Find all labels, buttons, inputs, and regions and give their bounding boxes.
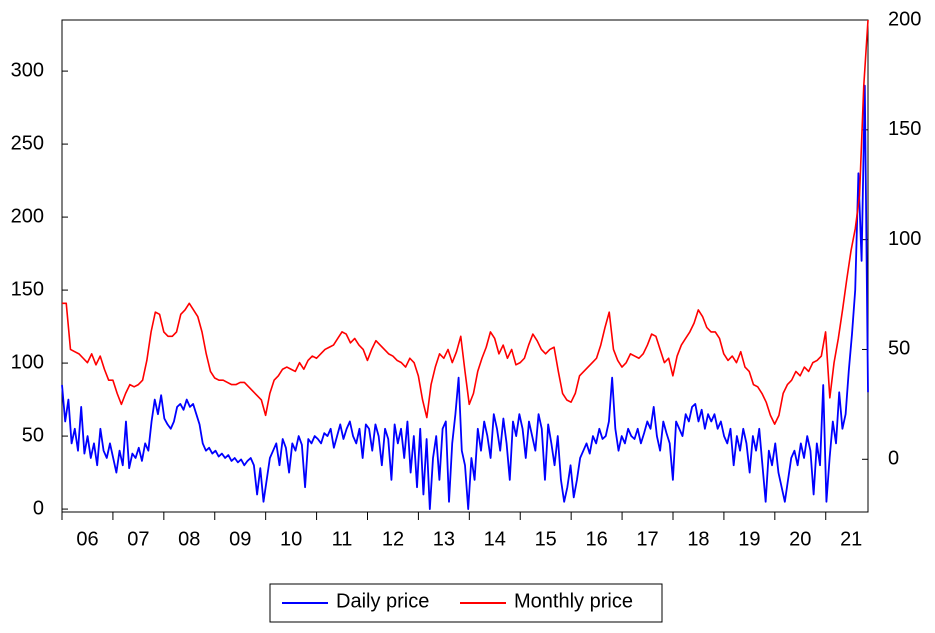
x-tick-label: 10: [280, 528, 302, 550]
y-tick-label: 250: [11, 132, 44, 154]
x-tick-label: 08: [178, 528, 200, 550]
series-line: [61, 84, 869, 510]
x-tick-label: 09: [229, 528, 251, 550]
y-tick-label: 300: [11, 59, 44, 81]
y-tick-label: 0: [33, 497, 44, 519]
y-tick-label: 100: [11, 351, 44, 373]
x-tick-label: 17: [636, 528, 658, 550]
y2-tick-label: 100: [888, 228, 921, 250]
plot-frame: [61, 19, 869, 513]
x-tick-label: 13: [433, 528, 455, 550]
y2-tick-label: 150: [888, 118, 921, 140]
y-tick-label: 200: [11, 205, 44, 227]
x-tick-label: 16: [585, 528, 607, 550]
x-tick-label: 19: [738, 528, 760, 550]
y2-tick-label: 0: [888, 448, 899, 470]
x-tick-label: 14: [484, 528, 506, 550]
x-tick-label: 15: [535, 528, 557, 550]
x-tick-label: 12: [382, 528, 404, 550]
y-tick-label: 50: [22, 424, 44, 446]
x-tick-label: 21: [840, 528, 862, 550]
legend-label: Daily price: [336, 590, 429, 612]
legend-label: Monthly price: [514, 590, 633, 612]
y-tick-label: 150: [11, 278, 44, 300]
y2-tick-label: 200: [888, 8, 921, 30]
x-tick-label: 20: [789, 528, 811, 550]
series-line: [62, 19, 869, 425]
legend-box: [269, 583, 663, 623]
x-tick-label: 18: [687, 528, 709, 550]
x-tick-label: 07: [127, 528, 149, 550]
x-tick-label: 06: [76, 528, 98, 550]
y2-tick-label: 50: [888, 338, 910, 360]
x-tick-label: 11: [332, 528, 353, 550]
